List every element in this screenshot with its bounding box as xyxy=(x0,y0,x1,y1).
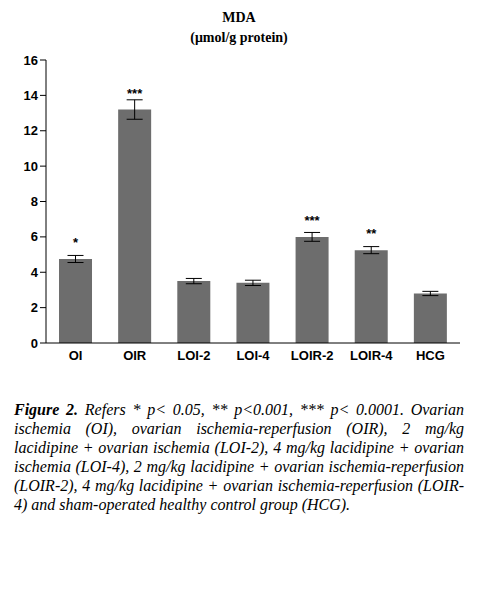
svg-text:10: 10 xyxy=(24,159,38,174)
svg-text:14: 14 xyxy=(24,88,39,103)
svg-text:2: 2 xyxy=(31,300,38,315)
svg-text:LOI-2: LOI-2 xyxy=(177,348,210,363)
svg-text:16: 16 xyxy=(24,53,38,68)
svg-text:4: 4 xyxy=(31,265,39,280)
svg-text:*: * xyxy=(73,235,79,250)
html-text:Figure 2. Refers * p< 0.05, **: Figure 2. Refers * p< 0.05, ** p<0.001, … xyxy=(14,401,464,513)
svg-text:12: 12 xyxy=(24,123,38,138)
svg-text:OI: OI xyxy=(69,348,83,363)
svg-text:0: 0 xyxy=(31,336,38,351)
svg-text:***: *** xyxy=(127,86,143,101)
html-text:(μmol/g protein): (μmol/g protein) xyxy=(190,30,288,45)
svg-text:8: 8 xyxy=(31,194,38,209)
svg-text:LOI-4: LOI-4 xyxy=(236,348,270,363)
svg-text:OIR: OIR xyxy=(123,348,147,363)
html-text:MDA: MDA xyxy=(222,10,256,25)
svg-text:***: *** xyxy=(304,213,320,228)
svg-text:6: 6 xyxy=(31,229,38,244)
svg-text:HCG: HCG xyxy=(416,348,445,363)
svg-text:**: ** xyxy=(366,226,377,241)
svg-text:LOIR-2: LOIR-2 xyxy=(291,348,334,363)
svg-text:LOIR-4: LOIR-4 xyxy=(350,348,393,363)
